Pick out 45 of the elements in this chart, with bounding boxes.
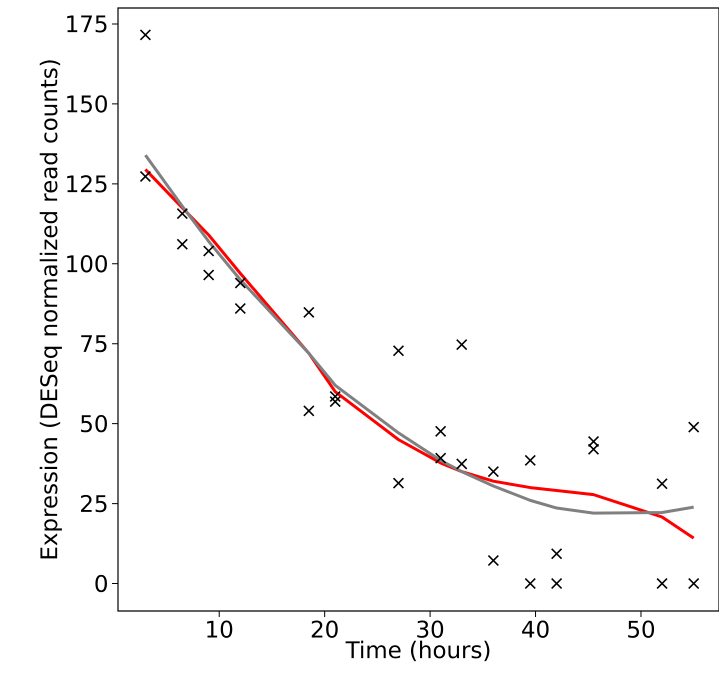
point bbox=[329, 396, 341, 408]
y-tick-label: 150 bbox=[67, 95, 107, 113]
point bbox=[234, 277, 246, 289]
point bbox=[202, 245, 214, 257]
point bbox=[176, 238, 188, 250]
point bbox=[688, 421, 700, 433]
y-tick-label: 125 bbox=[67, 175, 106, 193]
point bbox=[234, 302, 246, 314]
point bbox=[202, 269, 214, 281]
point bbox=[392, 344, 404, 356]
point bbox=[392, 477, 404, 489]
point bbox=[176, 208, 188, 220]
y-tick-label: 100 bbox=[67, 255, 107, 272]
y-axis-title: Expression (DESeq normalized read counts) bbox=[40, 60, 62, 558]
point bbox=[656, 478, 668, 490]
x-axis-title: Time (hours) bbox=[346, 640, 490, 662]
y-tick-label: 25 bbox=[80, 494, 106, 512]
point bbox=[434, 452, 446, 464]
point bbox=[456, 338, 468, 350]
point bbox=[303, 405, 315, 417]
point bbox=[550, 578, 562, 590]
point bbox=[456, 458, 468, 470]
x-tick-label: 50 bbox=[628, 620, 654, 638]
y-tick-label: 75 bbox=[81, 335, 106, 352]
x-tick-label: 20 bbox=[312, 620, 338, 638]
point bbox=[656, 578, 668, 590]
y-tick-label: 0 bbox=[95, 574, 107, 592]
point bbox=[303, 306, 315, 318]
point bbox=[329, 390, 341, 402]
x-tick-label: 30 bbox=[417, 620, 444, 638]
point bbox=[550, 548, 562, 560]
point bbox=[524, 578, 536, 590]
point bbox=[434, 426, 446, 438]
point bbox=[140, 170, 152, 182]
x-tick-label: 10 bbox=[207, 620, 232, 638]
x-tick-label: 40 bbox=[522, 620, 549, 638]
point bbox=[688, 578, 700, 590]
y-tick-label: 175 bbox=[67, 15, 106, 32]
point bbox=[488, 466, 500, 478]
point bbox=[488, 554, 500, 566]
point bbox=[140, 29, 152, 41]
y-tick-label: 50 bbox=[81, 414, 107, 432]
point bbox=[524, 454, 536, 466]
point bbox=[588, 436, 600, 448]
point bbox=[588, 443, 600, 455]
